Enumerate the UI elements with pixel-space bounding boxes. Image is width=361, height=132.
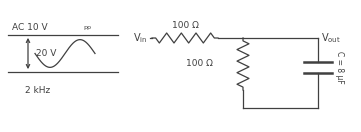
Text: 2 kHz: 2 kHz (25, 86, 50, 95)
Text: pp: pp (83, 25, 91, 30)
Text: 20 V: 20 V (36, 49, 56, 58)
Text: $\mathregular{V_{out}}$: $\mathregular{V_{out}}$ (321, 31, 341, 45)
Text: $\mathregular{V_{in}}$: $\mathregular{V_{in}}$ (132, 31, 147, 45)
Text: 100 Ω: 100 Ω (186, 60, 213, 69)
Text: C = 8 μF: C = 8 μF (335, 51, 344, 84)
Text: AC 10 V: AC 10 V (12, 23, 48, 32)
Text: 100 Ω: 100 Ω (171, 20, 199, 29)
